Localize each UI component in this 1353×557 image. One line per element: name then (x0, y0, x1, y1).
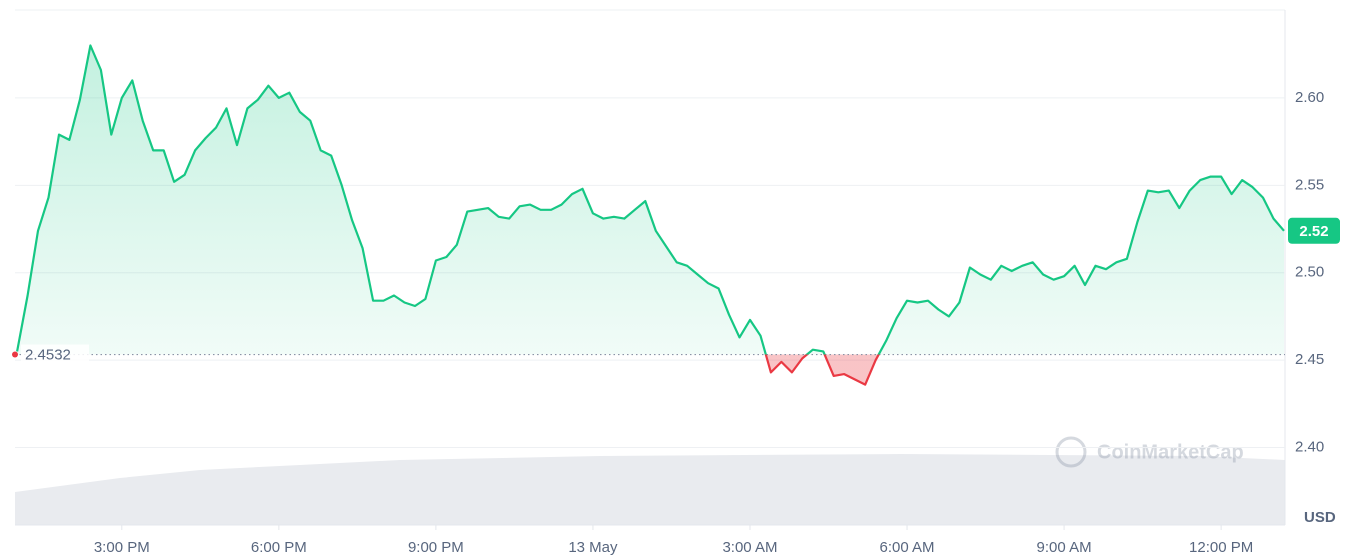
x-tick-label: 3:00 AM (722, 539, 777, 556)
baseline-label-bg (21, 344, 89, 365)
current-price-badge (1288, 217, 1340, 244)
x-tick-label: 12:00 PM (1189, 539, 1253, 556)
price-line (16, 44, 1285, 386)
watermark-text: CoinMarketCap (1097, 441, 1244, 463)
watermark: CoinMarketCap (1055, 436, 1244, 468)
baseline-dot (12, 351, 18, 358)
y-tick-label: 2.60 (1295, 89, 1324, 106)
y-axis-label: USD (1304, 509, 1336, 526)
current-price-label: 2.52 (1299, 223, 1328, 240)
y-tick-label: 2.45 (1295, 351, 1324, 368)
baseline-label: 2.4532 (25, 347, 71, 364)
x-tick-label: 13 May (568, 539, 618, 556)
x-tick-label: 9:00 PM (408, 539, 464, 556)
area (17, 45, 1285, 385)
x-tick-label: 6:00 PM (251, 539, 307, 556)
volume-area (15, 454, 1285, 525)
x-tick-label: 3:00 PM (94, 539, 150, 556)
x-tick-label: 6:00 AM (880, 539, 935, 556)
y-tick-label: 2.55 (1295, 176, 1324, 193)
y-tick-label: 2.50 (1295, 264, 1324, 281)
x-tick-label: 9:00 AM (1037, 539, 1092, 556)
watermark-logo (1055, 436, 1087, 468)
y-tick-label: 2.40 (1295, 439, 1324, 456)
